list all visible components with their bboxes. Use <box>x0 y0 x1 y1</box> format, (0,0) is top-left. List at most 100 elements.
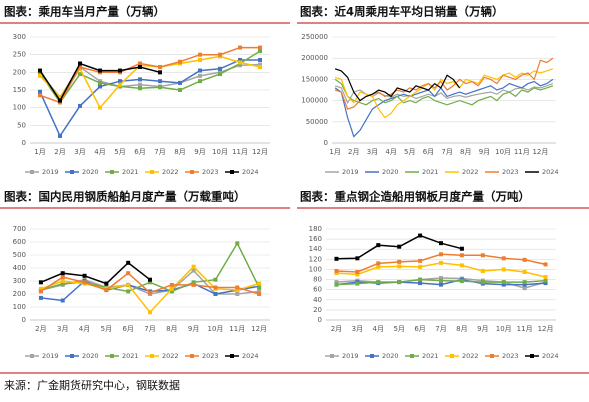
legend-marker <box>450 354 454 358</box>
point <box>439 260 443 265</box>
y-tick-label: 600 <box>13 238 26 246</box>
point <box>418 281 423 286</box>
legend-label: 2023 <box>502 352 519 360</box>
point <box>60 281 65 286</box>
point <box>334 256 339 261</box>
legend-label: 2019 <box>42 352 59 360</box>
series-line <box>39 46 260 104</box>
legend-label: 2021 <box>122 352 139 360</box>
legend-label: 2020 <box>82 352 99 360</box>
point <box>439 241 443 246</box>
point <box>148 277 152 282</box>
point <box>355 256 360 261</box>
x-tick-label: 2月 <box>54 148 65 156</box>
point <box>58 98 62 103</box>
point <box>522 280 527 285</box>
point <box>158 79 162 84</box>
point <box>418 258 423 263</box>
point <box>334 282 339 287</box>
y-tick-label: 700 <box>13 225 26 233</box>
point <box>480 280 485 285</box>
point <box>158 65 162 70</box>
y-tick-label: 150000 <box>301 75 328 83</box>
point <box>78 65 82 70</box>
x-tick-label: 9月 <box>194 148 205 156</box>
legend-marker <box>30 354 34 358</box>
point <box>126 260 131 265</box>
series-line <box>334 68 461 102</box>
x-tick-label: 11月 <box>229 325 245 333</box>
point <box>258 49 262 54</box>
x-tick-label: 7月 <box>441 148 452 156</box>
y-tick-label: 0 <box>324 139 328 147</box>
point <box>543 278 548 283</box>
y-tick-label: 140 <box>309 245 322 253</box>
point <box>418 277 423 282</box>
point <box>148 280 152 285</box>
point <box>98 80 102 85</box>
point <box>78 103 82 108</box>
point <box>138 86 142 91</box>
source: 来源：广金期货研究中心，钢联数据 <box>4 378 180 392</box>
series-line <box>336 262 546 278</box>
legend-label: 2020 <box>382 352 399 360</box>
x-tick-label: 4月 <box>79 325 90 333</box>
legend-label: 2019 <box>342 352 359 360</box>
point <box>58 133 62 138</box>
y-tick-label: 200000 <box>301 54 328 62</box>
x-tick-label: 7月 <box>154 148 165 156</box>
point <box>191 268 196 273</box>
legend-label: 2024 <box>542 168 559 176</box>
point <box>418 233 423 238</box>
x-tick-label: 9月 <box>188 325 199 333</box>
x-tick-label: 10月 <box>212 148 228 156</box>
point <box>126 282 131 287</box>
y-tick-label: 250000 <box>301 33 328 41</box>
x-tick-label: 12月 <box>532 148 548 156</box>
legend-marker <box>530 354 534 358</box>
point <box>138 77 142 82</box>
point <box>38 71 42 76</box>
point <box>98 68 102 73</box>
x-tick-label: 12月 <box>251 325 267 333</box>
point <box>169 282 174 287</box>
point <box>258 62 262 67</box>
y-tick-label: 0 <box>22 316 26 324</box>
point <box>257 292 262 296</box>
point <box>522 257 527 262</box>
chart-title: 图表：重点钢企造船用钢板月度产量（万吨） <box>300 190 530 204</box>
legend-marker <box>410 354 414 358</box>
point <box>118 68 122 73</box>
x-tick-label: 5月 <box>404 148 415 156</box>
point <box>198 57 202 62</box>
x-tick-label: 8月 <box>166 325 177 333</box>
point <box>213 285 218 290</box>
x-tick-label: 5月 <box>393 325 404 333</box>
point <box>376 261 381 266</box>
x-tick-label: 8月 <box>456 325 467 333</box>
legend-marker <box>230 170 234 174</box>
legend-label: 2020 <box>382 168 399 176</box>
point <box>213 277 218 282</box>
point <box>235 292 240 296</box>
point <box>158 70 162 75</box>
x-tick-label: 11月 <box>232 148 248 156</box>
point <box>198 79 202 84</box>
x-tick-label: 6月 <box>122 325 133 333</box>
x-tick-label: 4月 <box>94 148 105 156</box>
point <box>118 82 122 87</box>
legend-label: 2020 <box>82 168 99 176</box>
point <box>218 72 222 77</box>
point <box>376 264 381 269</box>
legend-label: 2021 <box>122 168 139 176</box>
point <box>397 259 402 264</box>
x-tick-label: 9月 <box>477 325 488 333</box>
legend-marker <box>70 354 74 358</box>
point <box>138 61 142 66</box>
series-line <box>334 57 554 110</box>
y-tick-label: 40 <box>313 296 322 304</box>
x-tick-label: 6月 <box>423 148 434 156</box>
point <box>38 286 43 291</box>
point <box>257 289 262 294</box>
point <box>543 281 548 286</box>
